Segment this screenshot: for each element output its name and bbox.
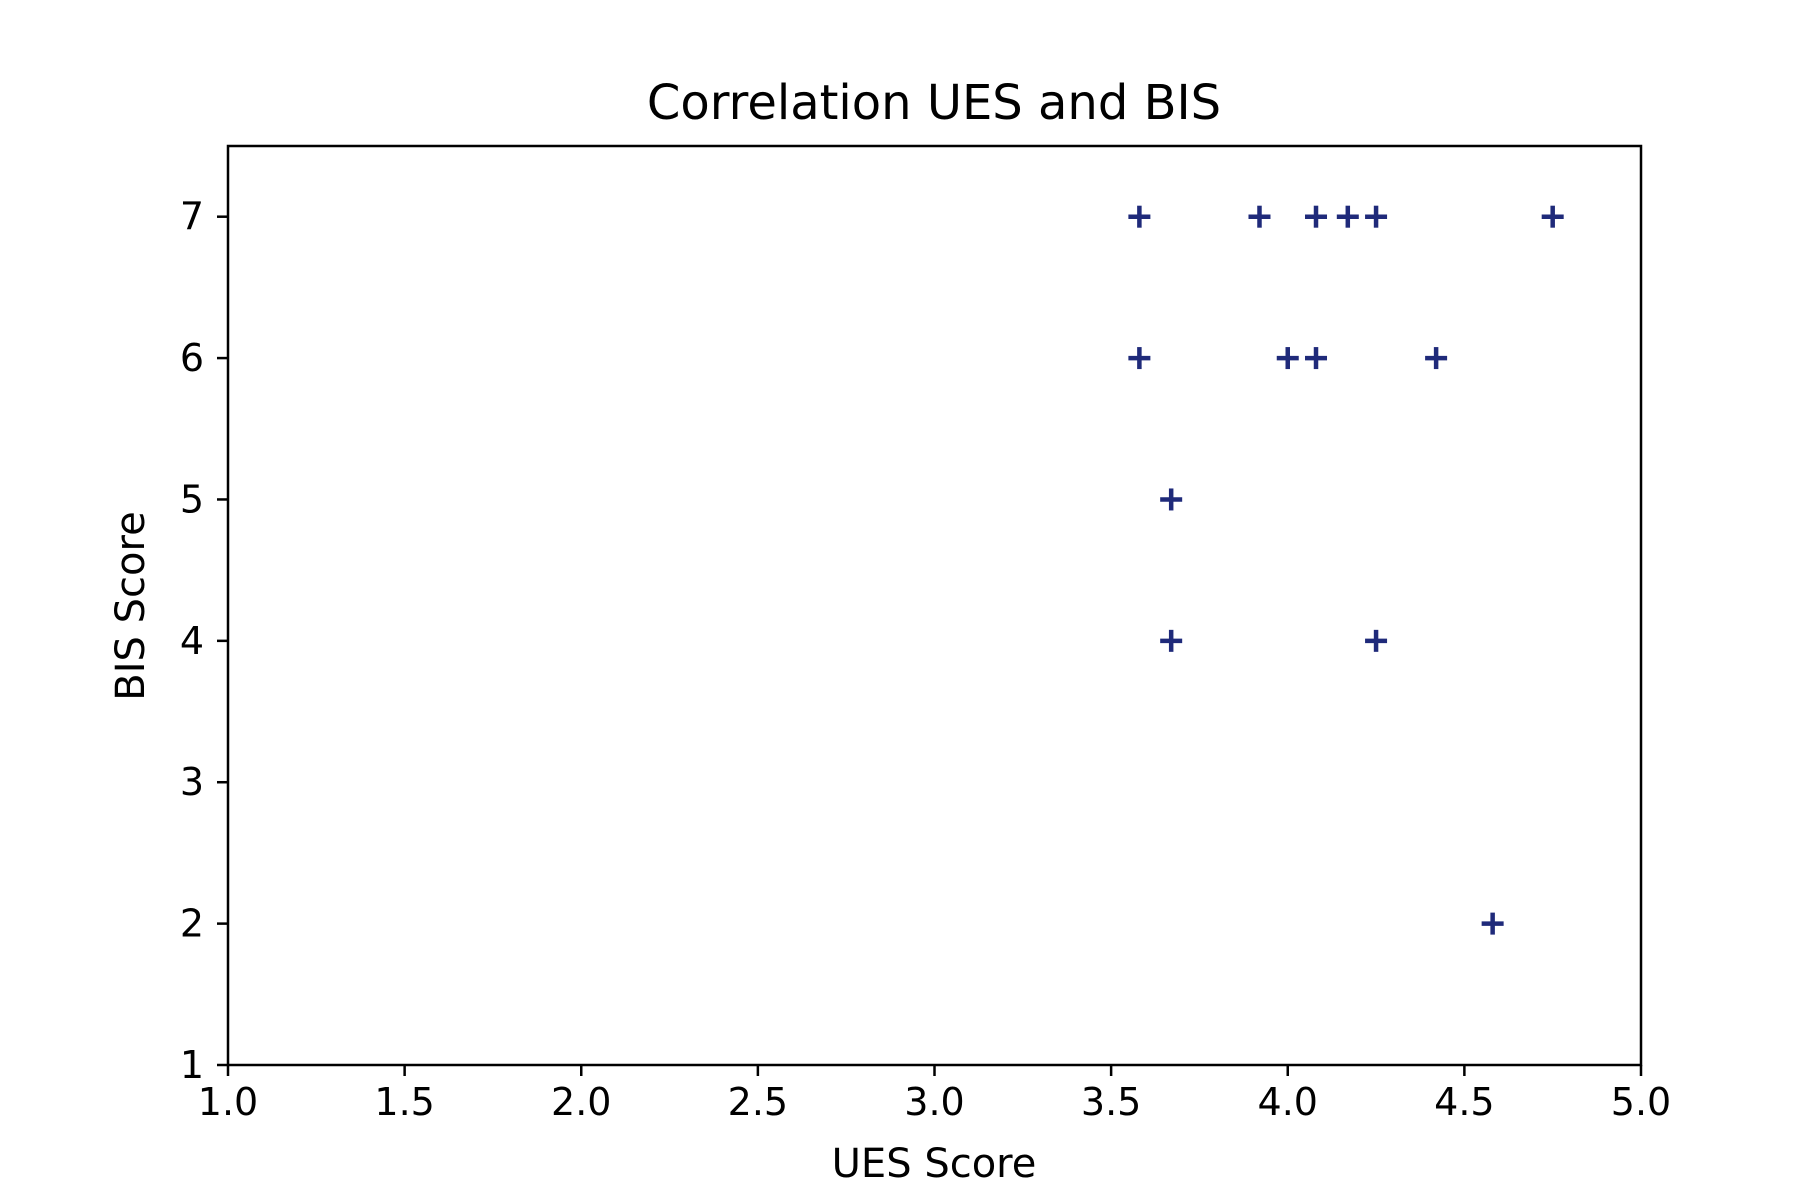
data-point bbox=[1541, 205, 1564, 228]
y-axis-label: BIS Score bbox=[108, 511, 154, 700]
y-tick-label: 2 bbox=[180, 902, 204, 946]
y-tick-label: 4 bbox=[180, 619, 204, 663]
data-point bbox=[1481, 912, 1504, 935]
x-tick-label: 2.5 bbox=[728, 1080, 788, 1124]
y-tick-label: 1 bbox=[180, 1043, 204, 1087]
x-tick-label: 4.5 bbox=[1434, 1080, 1494, 1124]
data-point bbox=[1160, 629, 1183, 652]
data-point bbox=[1336, 205, 1359, 228]
data-point bbox=[1128, 205, 1151, 228]
chart-title: Correlation UES and BIS bbox=[647, 75, 1221, 131]
data-point bbox=[1248, 205, 1271, 228]
y-tick-label: 3 bbox=[180, 760, 204, 804]
data-point bbox=[1425, 347, 1448, 370]
data-point bbox=[1365, 205, 1388, 228]
plot-area-frame bbox=[226, 144, 1643, 1067]
x-tick-label: 2.0 bbox=[551, 1080, 611, 1124]
data-point bbox=[1305, 205, 1328, 228]
y-tick-label: 6 bbox=[180, 336, 204, 380]
data-points bbox=[1128, 205, 1564, 935]
data-point bbox=[1276, 347, 1299, 370]
y-tick-label: 7 bbox=[180, 195, 204, 239]
x-tick-label: 1.5 bbox=[374, 1080, 434, 1124]
y-tick-label: 5 bbox=[180, 477, 204, 521]
x-tick-label: 4.0 bbox=[1258, 1080, 1318, 1124]
data-point bbox=[1365, 629, 1388, 652]
data-point bbox=[1305, 347, 1328, 370]
x-tick-label: 3.5 bbox=[1081, 1080, 1141, 1124]
x-tick-label: 5.0 bbox=[1611, 1080, 1671, 1124]
x-tick-label: 1.0 bbox=[198, 1080, 258, 1124]
data-point bbox=[1128, 347, 1151, 370]
x-tick-label: 3.0 bbox=[904, 1080, 964, 1124]
x-axis-label: UES Score bbox=[832, 1141, 1037, 1187]
axis-ticks: 1.0 1.5 2.0 2.5 3.0 3.5 4.0 4.5 5.0 1 2 3 4 5 6 7 bbox=[180, 195, 1671, 1124]
data-point bbox=[1160, 488, 1183, 511]
